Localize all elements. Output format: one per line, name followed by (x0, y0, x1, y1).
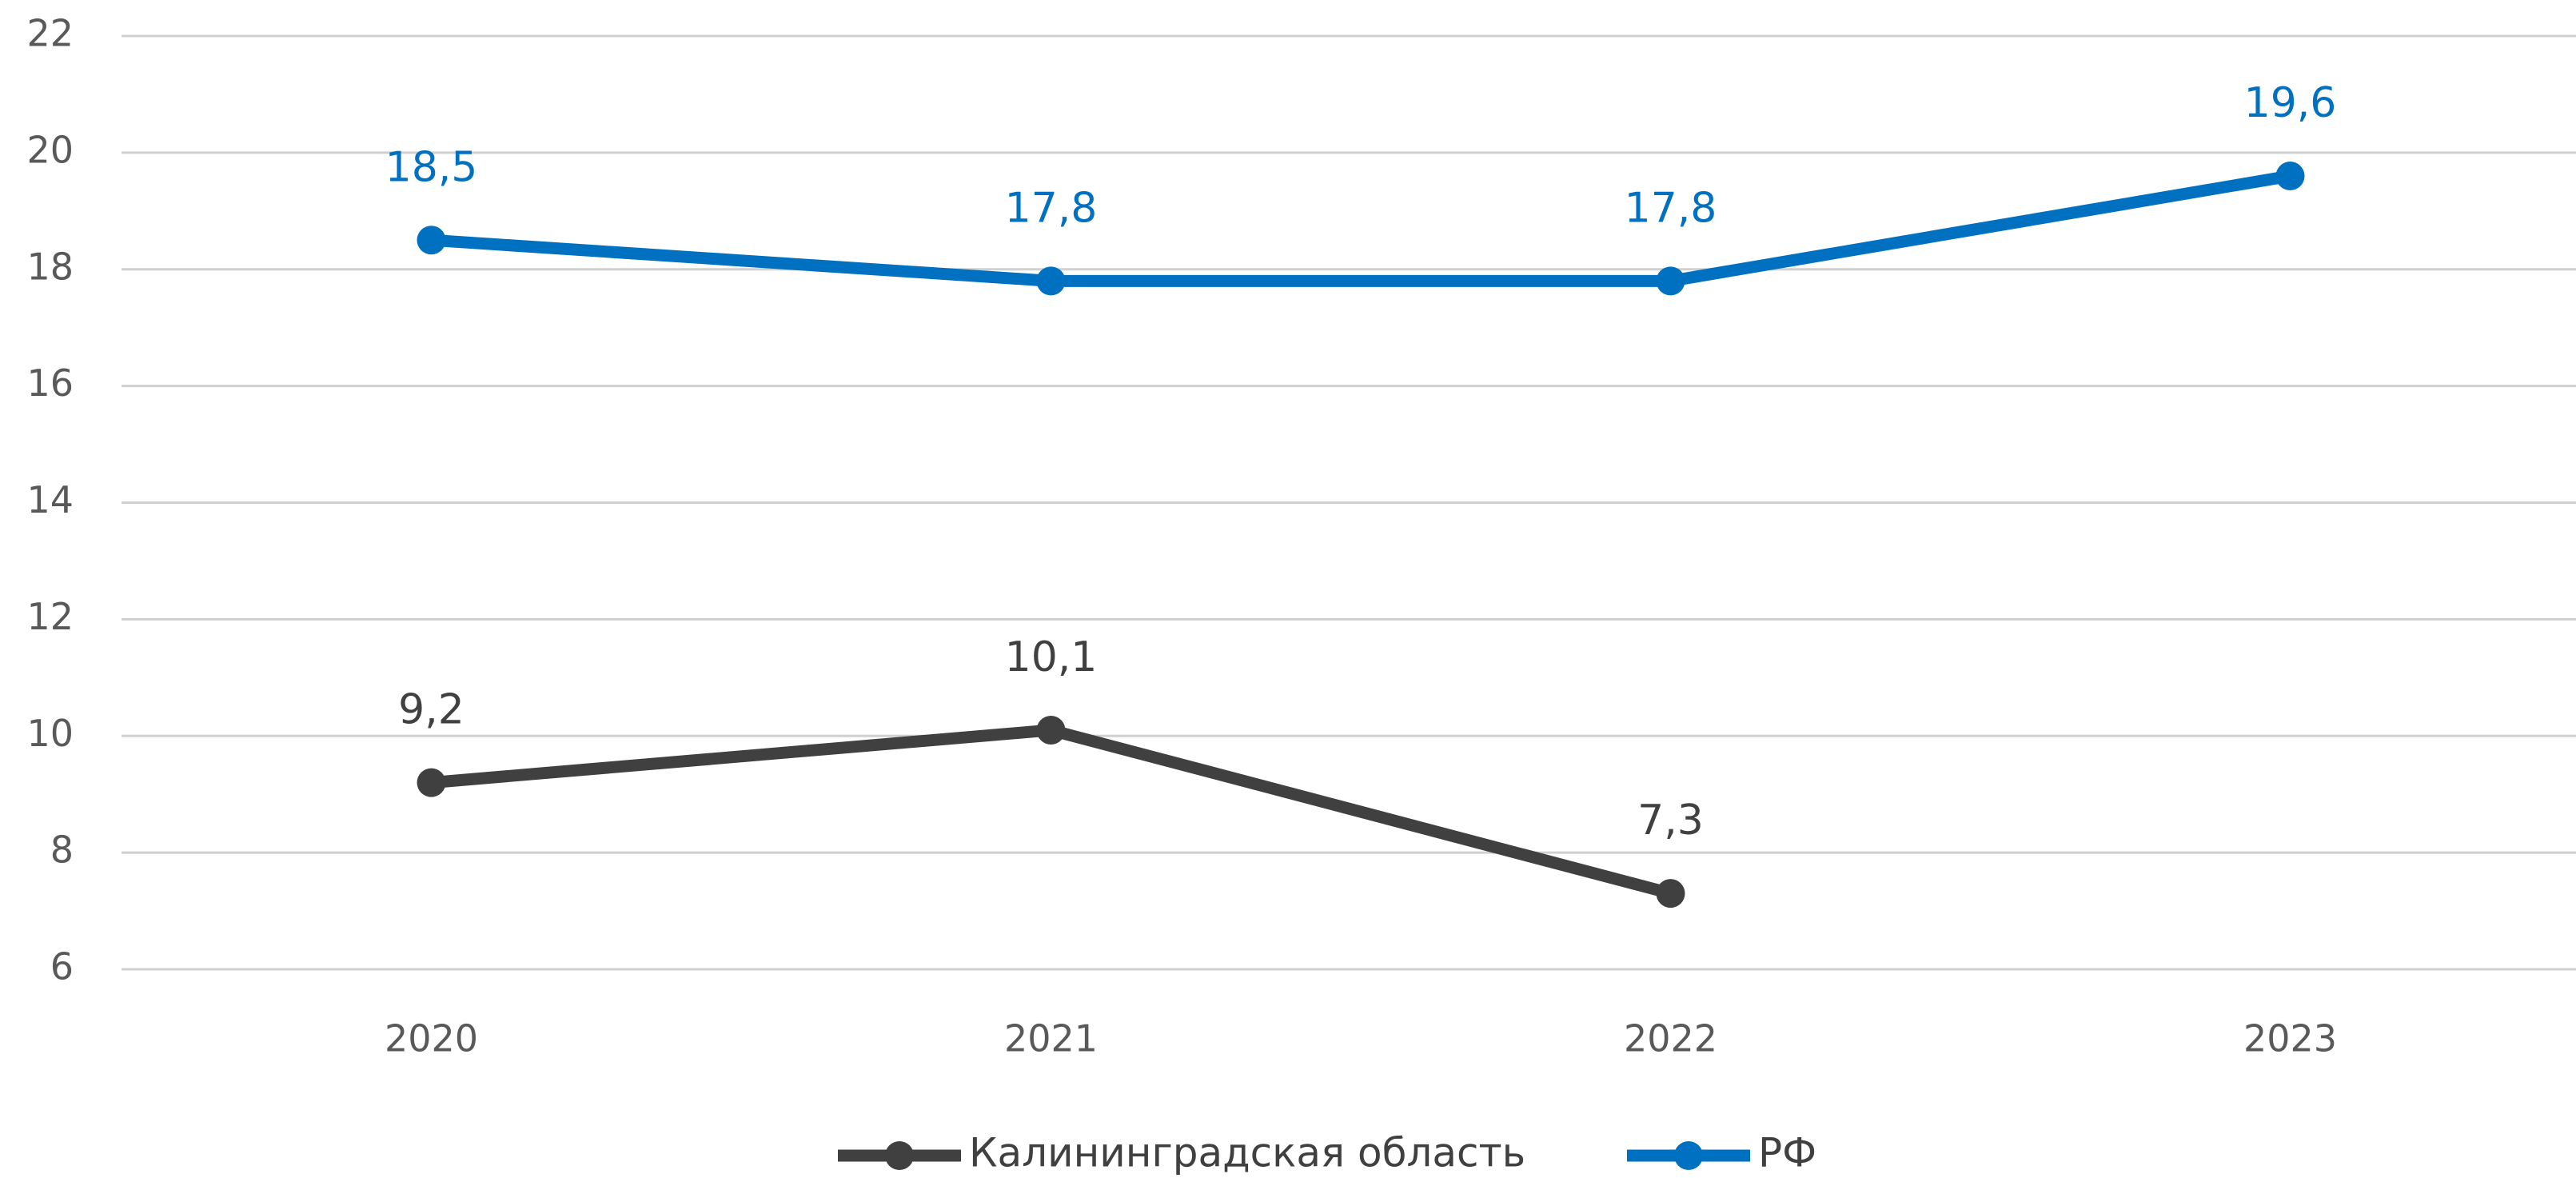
data-label: 10,1 (1005, 633, 1098, 681)
legend-label: Калининградская область (969, 1130, 1525, 1176)
x-tick-label: 2020 (385, 1017, 478, 1060)
marker (1036, 266, 1066, 296)
marker (417, 226, 446, 255)
series-line (430, 724, 1673, 900)
x-tick-label: 2022 (1624, 1017, 1717, 1060)
legend-marker (1674, 1141, 1703, 1170)
x-tick-label: 2023 (2243, 1017, 2337, 1060)
marker (1656, 266, 1685, 296)
y-tick-label: 14 (26, 478, 74, 521)
marker (1036, 715, 1066, 745)
marker (1656, 879, 1685, 908)
y-tick-label: 20 (26, 128, 74, 171)
y-tick-label: 8 (50, 829, 74, 872)
marker (417, 768, 446, 797)
series-line (431, 170, 2291, 287)
y-tick-label: 16 (26, 361, 74, 405)
legend-label: РФ (1758, 1130, 1816, 1176)
y-tick-label: 12 (26, 595, 74, 638)
data-label: 18,5 (385, 143, 478, 191)
y-tick-label: 18 (26, 245, 74, 288)
y-tick-label: 10 (26, 712, 74, 755)
data-label: 17,8 (1625, 184, 1717, 232)
y-tick-label: 22 (26, 12, 74, 55)
data-label: 17,8 (1005, 184, 1098, 232)
x-tick-label: 2021 (1004, 1017, 1098, 1060)
data-label: 19,6 (2244, 79, 2337, 127)
data-label: 7,3 (1637, 797, 1704, 845)
y-tick-label: 6 (50, 945, 74, 988)
marker (2275, 162, 2305, 191)
legend-marker (885, 1141, 914, 1170)
data-label: 9,2 (398, 686, 465, 734)
